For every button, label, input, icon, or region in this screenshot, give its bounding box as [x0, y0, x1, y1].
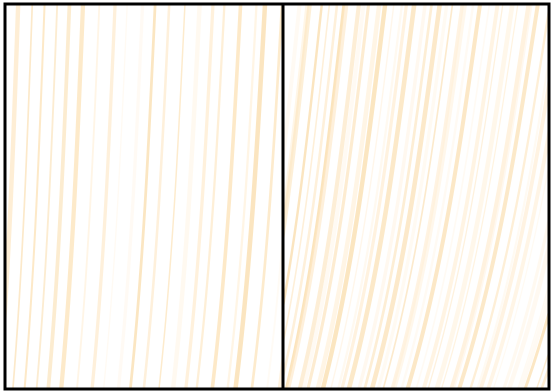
right-panel: [284, 4, 549, 389]
right-panel-stripe-35: [469, 4, 549, 389]
right-panel-stripe-3: [284, 4, 312, 241]
left-panel-stripe-14: [170, 4, 202, 389]
left-panel-stripe-11: [128, 4, 157, 389]
right-panel-stripe-8: [286, 4, 349, 389]
left-panel-stripe-10: [116, 4, 145, 389]
right-panel-stripe-21: [376, 4, 449, 389]
right-panel-stripe-40: [502, 212, 549, 389]
right-panel-stripe-29: [427, 4, 504, 389]
right-panel-stripe-22: [382, 4, 454, 389]
left-panel-stripe-19: [233, 4, 268, 389]
left-panel-stripe-20: [250, 4, 282, 389]
left-panel-stripe-4: [35, 4, 59, 389]
left-panel-stripe-12: [142, 4, 171, 389]
right-panel-stripe-43: [518, 287, 549, 389]
left-panel-stripe-7: [76, 4, 101, 389]
right-panel-stripe-11: [306, 4, 371, 389]
left-panel-stripe-5: [46, 4, 72, 389]
right-panel-stripe-32: [449, 4, 532, 389]
right-panel-stripe-30: [434, 4, 515, 389]
right-panel-stripe-4: [284, 4, 324, 309]
right-panel-stripe-36: [476, 52, 549, 389]
right-panel-stripe-12: [315, 4, 382, 389]
right-panel-stripe-33: [452, 4, 533, 389]
right-panel-stripe-38: [486, 121, 549, 389]
left-panel-stripe-18: [226, 4, 258, 389]
left-panel-stripe-16: [195, 4, 226, 389]
right-panel-stripe-16: [340, 4, 409, 389]
left-panel-stripe-6: [59, 4, 86, 389]
right-panel-stripe-39: [492, 161, 549, 389]
right-panel-stripe-24: [391, 4, 468, 389]
right-panel-stripe-31: [440, 4, 519, 389]
right-panel-stripe-26: [405, 4, 483, 389]
outer-frame: [3, 2, 551, 391]
left-panel-stripe-17: [210, 4, 243, 389]
right-panel-stripe-34: [457, 4, 540, 389]
right-panel-stripe-6: [284, 4, 339, 379]
right-panel-stripe-44: [523, 307, 549, 389]
left-panel-stripe-1: [4, 4, 21, 357]
left-panel-stripe-3: [23, 4, 46, 389]
right-panel-stripe-42: [516, 280, 549, 389]
right-panel-stripe-19: [363, 4, 434, 389]
left-panel-stripe-21: [266, 234, 282, 389]
left-panel-stripe-9: [102, 4, 128, 389]
left-panel-stripe-8: [90, 4, 117, 389]
left-panel-stripe-13: [158, 4, 186, 389]
right-panel-stripe-41: [506, 236, 549, 389]
right-panel-stripe-18: [357, 4, 427, 389]
right-panel-stripe-1: [284, 4, 302, 168]
left-panel-stripe-2: [12, 4, 34, 389]
right-panel-stripe-20: [369, 4, 443, 389]
right-panel-stripe-13: [320, 4, 388, 389]
right-panel-stripe-17: [346, 4, 417, 389]
left-panel: [4, 4, 282, 389]
right-panel-stripe-37: [478, 71, 549, 389]
left-panel-stripe-15: [184, 4, 215, 389]
right-panel-stripe-14: [330, 4, 395, 389]
right-panel-stripe-10: [301, 4, 366, 389]
right-panel-stripe-27: [415, 4, 491, 389]
right-panel-stripe-9: [297, 4, 362, 389]
right-panel-stripe-28: [421, 4, 500, 389]
right-panel-stripe-25: [400, 4, 475, 389]
right-panel-stripe-15: [336, 4, 404, 389]
